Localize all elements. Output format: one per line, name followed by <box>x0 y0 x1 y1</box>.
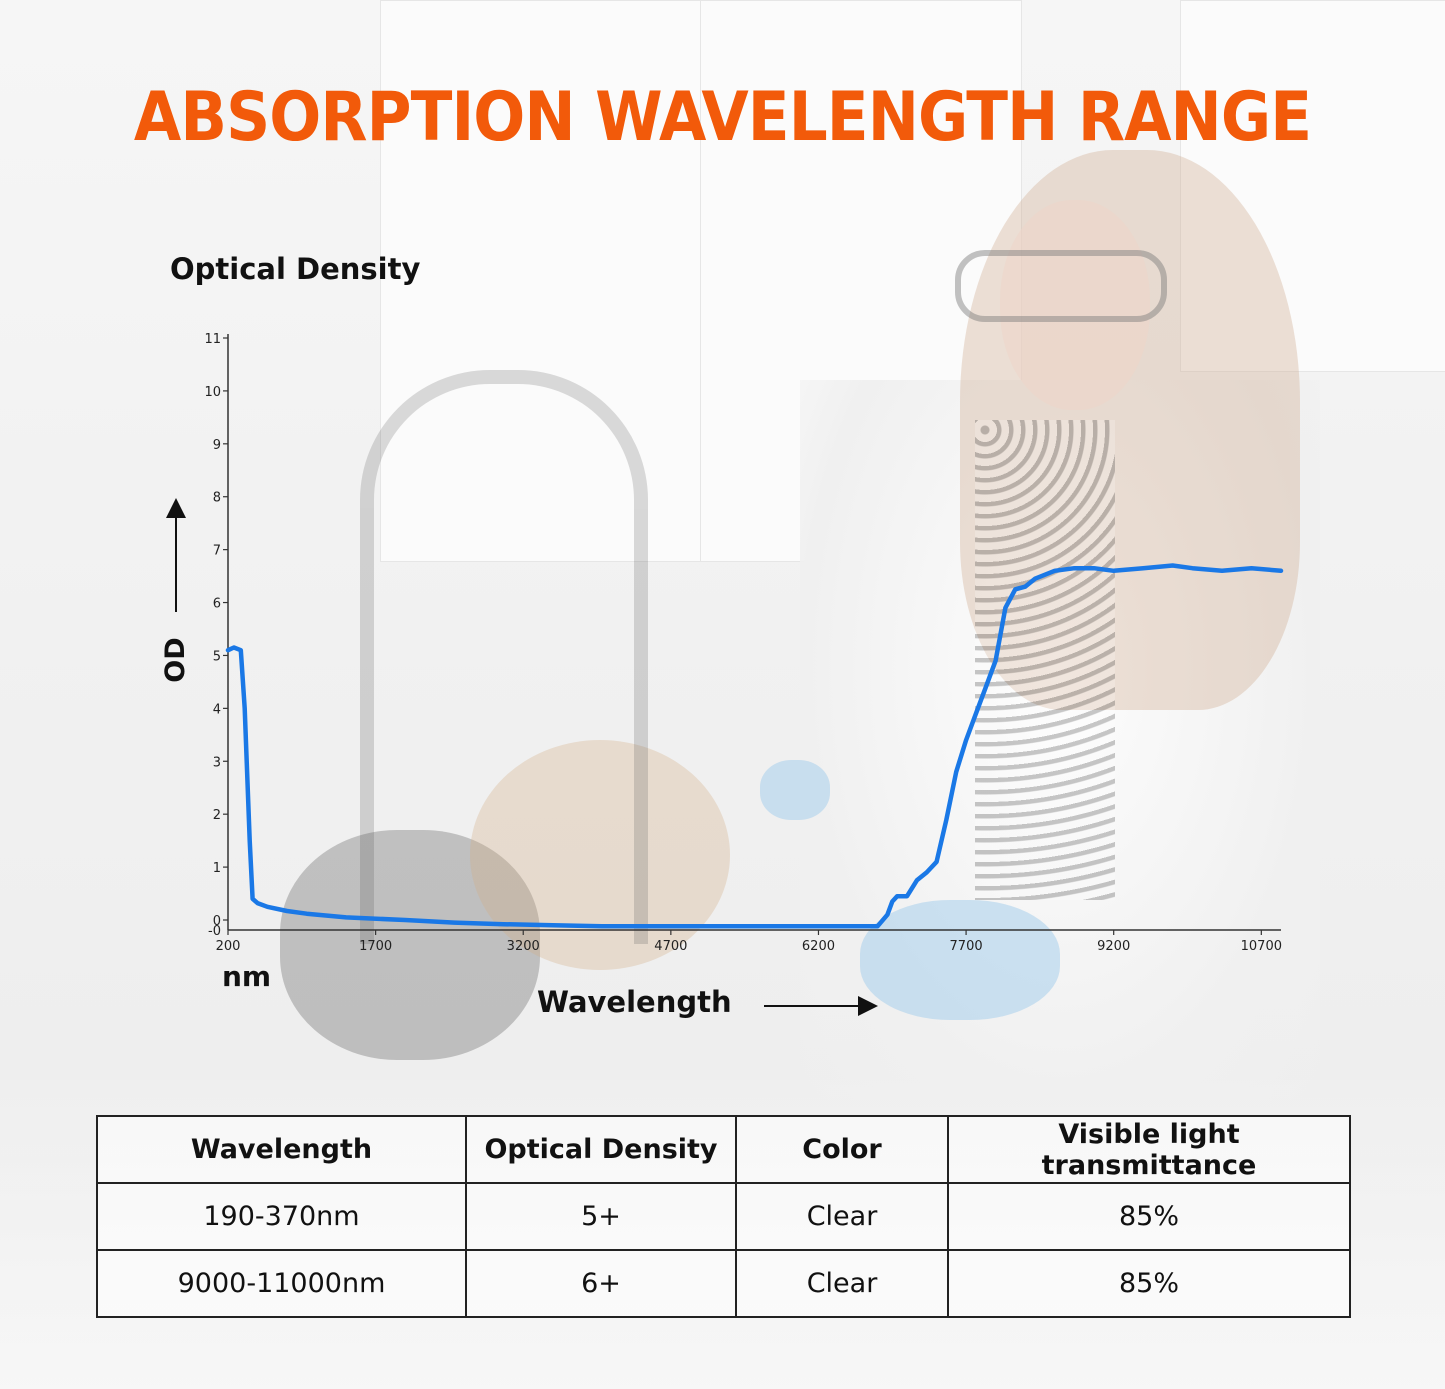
background-glove <box>860 900 1060 1020</box>
background-glove-2 <box>760 760 830 820</box>
y-tick-label: 2 <box>213 808 221 823</box>
cell-optical-density: 5+ <box>465 1182 737 1251</box>
header-color: Color <box>735 1115 949 1184</box>
cell-color: Clear <box>735 1182 949 1251</box>
x-axis-label: Wavelength <box>537 985 732 1019</box>
y-tick-label: 9 <box>213 438 221 453</box>
cell-color: Clear <box>735 1249 949 1318</box>
spec-table: Wavelength Optical Density Color Visible… <box>96 1115 1351 1318</box>
y-tick-label: 4 <box>213 702 221 717</box>
y-tick-label: 8 <box>213 491 221 506</box>
y-tick-label: 10 <box>204 385 221 400</box>
background-cabinet-right <box>1180 0 1445 372</box>
cell-wavelength: 190-370nm <box>96 1182 467 1251</box>
x-tick-label: 6200 <box>802 939 835 954</box>
table-row: 9000-11000nm 6+ Clear 85% <box>96 1249 1351 1318</box>
table-row: 190-370nm 5+ Clear 85% <box>96 1182 1351 1251</box>
x-axis-unit: nm <box>222 960 272 993</box>
cell-wavelength: 9000-11000nm <box>96 1249 467 1318</box>
y-tick-label: 1 <box>213 861 221 876</box>
y-tick-label: 6 <box>213 597 221 612</box>
chart-series <box>225 563 1284 929</box>
page-title: ABSORPTION WAVELENGTH RANGE <box>133 78 1312 157</box>
y-tick-label: 7 <box>213 544 221 559</box>
cell-optical-density: 6+ <box>465 1249 737 1318</box>
y-axis-title: Optical Density <box>170 252 421 286</box>
background-person-coat <box>800 380 1320 1100</box>
y-tick-label: 5 <box>213 649 221 664</box>
background-scarf <box>975 420 1115 900</box>
header-optical-density: Optical Density <box>465 1115 737 1184</box>
od-curve-line <box>225 563 1284 929</box>
x-tick-label: 200 <box>216 939 241 954</box>
x-tick-label: 9200 <box>1097 939 1130 954</box>
header-wavelength: Wavelength <box>96 1115 467 1184</box>
y-tick-label: -0 <box>208 924 221 939</box>
y-tick-label: 11 <box>204 332 221 347</box>
y-tick-label: 3 <box>213 755 221 770</box>
chart-axes <box>227 334 1281 931</box>
cell-transmittance: 85% <box>947 1182 1351 1251</box>
background-face <box>1000 200 1150 410</box>
background-goggles <box>955 250 1167 322</box>
y-tick-label: 0 <box>213 914 221 929</box>
x-tick-label: 10700 <box>1241 939 1282 954</box>
x-tick-label: 1700 <box>359 939 392 954</box>
cell-transmittance: 85% <box>947 1249 1351 1318</box>
table-header-row: Wavelength Optical Density Color Visible… <box>96 1115 1351 1184</box>
x-tick-label: 4700 <box>654 939 687 954</box>
x-tick-label: 3200 <box>507 939 540 954</box>
x-tick-label: 7700 <box>950 939 983 954</box>
header-transmittance: Visible light transmittance <box>947 1115 1351 1184</box>
